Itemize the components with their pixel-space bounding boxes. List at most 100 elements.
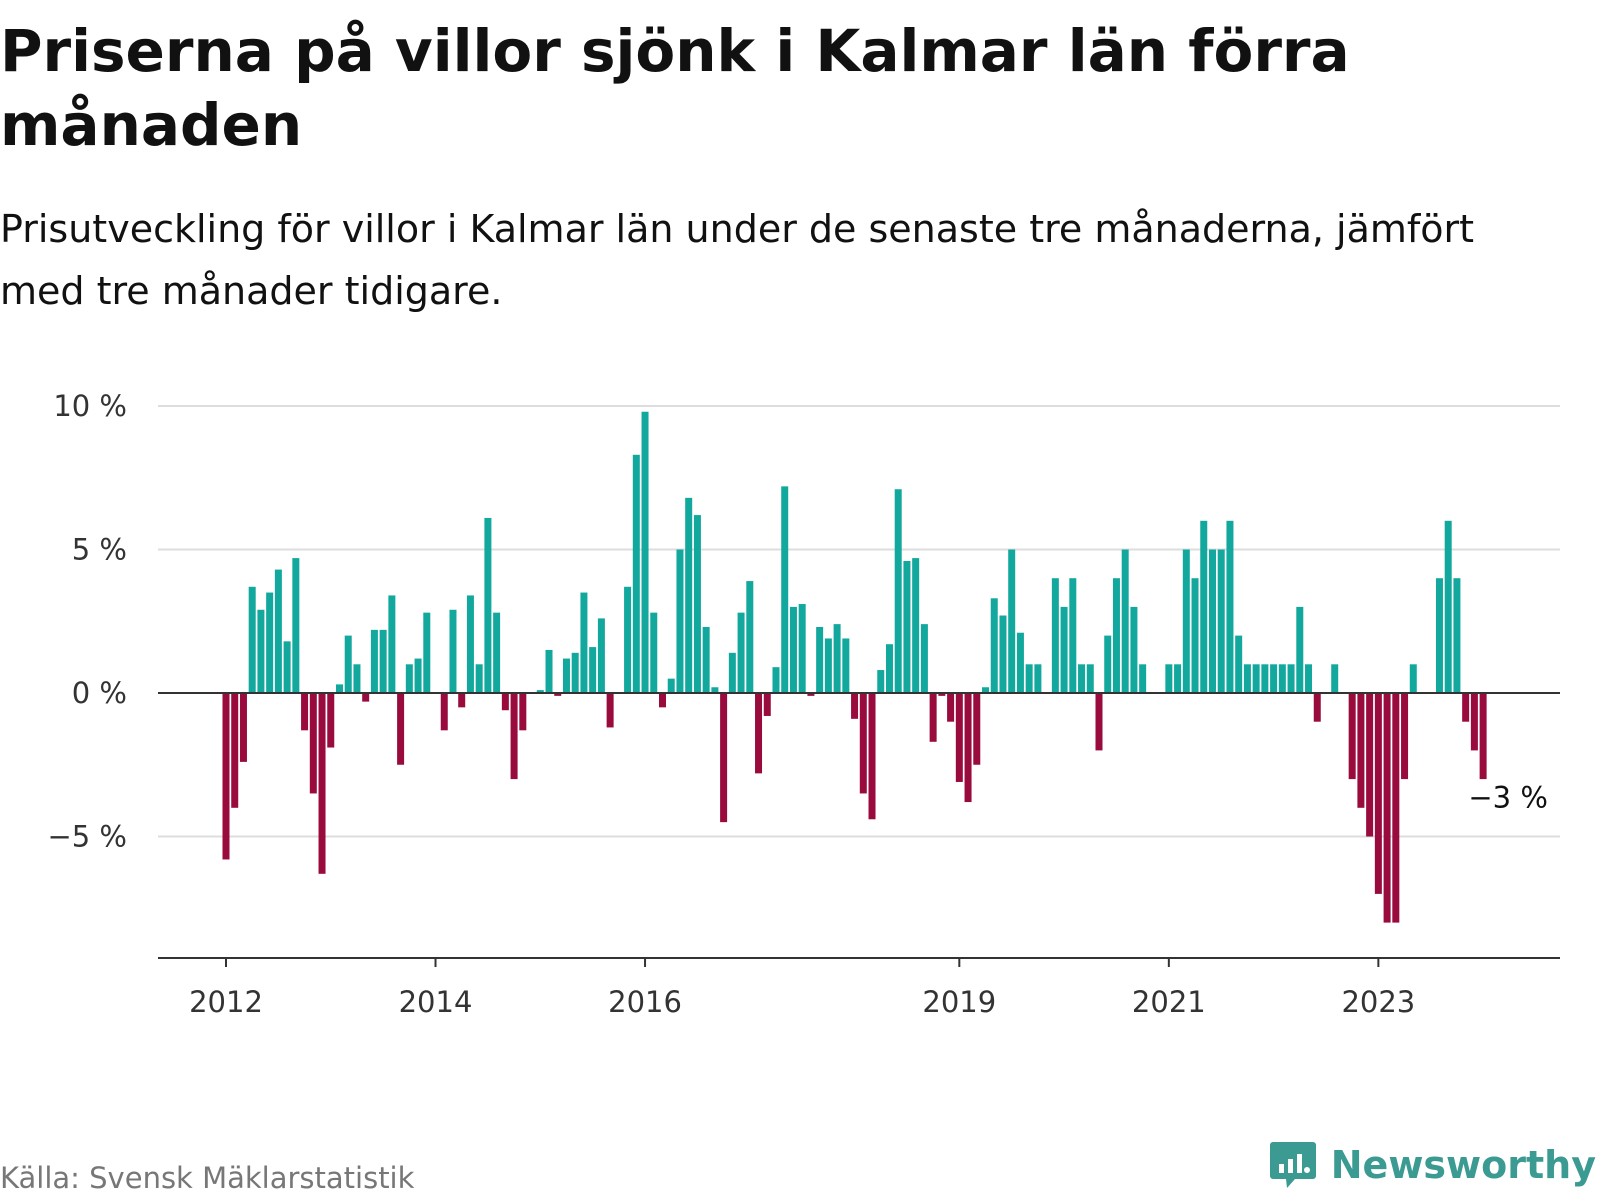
bar: [257, 609, 265, 693]
bar: [1034, 664, 1042, 693]
bar: [1121, 549, 1129, 693]
bar-chart: 10 % 5 % 0 % −5 % 2012 2014 2016 2019 2021 2023 −3…: [47, 389, 1560, 1019]
bar: [379, 629, 387, 693]
bar: [449, 609, 457, 693]
bar: [903, 560, 911, 693]
bar: [1104, 635, 1112, 693]
bar: [562, 658, 570, 693]
bar: [266, 592, 274, 693]
bar: [1243, 664, 1251, 693]
bar: [1069, 578, 1077, 693]
bar: [344, 635, 352, 693]
bar: [519, 693, 527, 731]
bar: [1462, 693, 1470, 722]
x-tick-label: 2019: [922, 985, 996, 1019]
bar: [1200, 520, 1208, 693]
chart-title: Priserna på villor sjönk i Kalmar län fö…: [0, 17, 1350, 159]
bar: [1374, 693, 1382, 894]
bar: [458, 693, 466, 708]
bar: [353, 664, 361, 693]
brand-logo[interactable]: Newsworthy: [1269, 1140, 1596, 1190]
bar: [728, 652, 736, 693]
bar: [397, 693, 405, 765]
bar: [545, 649, 553, 693]
bar: [755, 693, 763, 774]
brand-name: Newsworthy: [1330, 1143, 1596, 1187]
bar: [1409, 664, 1417, 693]
axes: [158, 692, 1560, 967]
bar: [580, 592, 588, 693]
bar: [1392, 693, 1400, 923]
bar: [711, 687, 719, 693]
bar: [484, 517, 492, 693]
bar: [1287, 664, 1295, 693]
bar: [789, 606, 797, 693]
bar: [318, 693, 326, 874]
bar: [1296, 606, 1304, 693]
bar: [388, 595, 396, 693]
bar: [335, 684, 343, 693]
bar: [1086, 664, 1094, 693]
source-note: Källa: Svensk Mäklarstatistik: [0, 1161, 415, 1195]
bar: [1008, 549, 1016, 693]
bar: [589, 647, 597, 693]
bar: [292, 558, 300, 693]
bar: [1025, 664, 1033, 693]
bar: [1383, 693, 1391, 923]
bar: [536, 690, 544, 693]
x-tick-label: 2023: [1341, 985, 1415, 1019]
bar: [1174, 664, 1182, 693]
bar: [1278, 664, 1286, 693]
bar: [597, 618, 605, 693]
bar: [248, 586, 256, 693]
bar: [676, 549, 684, 693]
x-tick-label: 2016: [608, 985, 682, 1019]
bar: [693, 515, 701, 693]
bar: [842, 638, 850, 693]
bar: [1182, 549, 1190, 693]
bar: [1305, 664, 1313, 693]
bar: [1313, 693, 1321, 722]
y-tick-label: 0 %: [72, 676, 127, 710]
bar: [798, 604, 806, 693]
y-tick-label: −5 %: [47, 820, 127, 854]
bar: [475, 664, 483, 693]
bar: [493, 612, 501, 693]
bar: [894, 489, 902, 693]
bar: [772, 667, 780, 693]
bar: [1479, 693, 1487, 780]
bars: [222, 411, 1487, 923]
bar: [947, 693, 955, 722]
bar: [423, 612, 431, 693]
bar: [999, 615, 1007, 693]
bar: [1130, 606, 1138, 693]
bar: [807, 693, 815, 696]
labels: 10 % 5 % 0 % −5 % 2012 2014 2016 2019 2021 2023 −3…: [47, 389, 1547, 1019]
bar: [659, 693, 666, 708]
bar: [1078, 664, 1086, 693]
bar: [816, 626, 824, 693]
bar: [624, 586, 632, 693]
bar: [1366, 693, 1374, 837]
bar: [405, 664, 413, 693]
bar: [877, 670, 885, 693]
bar: [824, 638, 832, 693]
bar: [1357, 693, 1365, 808]
x-tick-label: 2021: [1132, 985, 1206, 1019]
bar: [737, 612, 745, 693]
bar: [362, 693, 370, 702]
bar: [973, 693, 981, 765]
bar: [632, 454, 640, 693]
bar: [912, 558, 920, 693]
bar: [1270, 664, 1278, 693]
bar: [781, 486, 789, 693]
bar: [606, 693, 614, 728]
bar: [440, 693, 448, 731]
latest-value-label: −3 %: [1468, 780, 1548, 814]
bar: [1470, 693, 1478, 751]
bar: [1112, 578, 1120, 693]
x-tick-label: 2014: [399, 985, 473, 1019]
bar: [466, 595, 474, 693]
chart-subtitle: Prisutveckling för villor i Kalmar län u…: [0, 207, 1475, 313]
bar: [868, 693, 876, 820]
